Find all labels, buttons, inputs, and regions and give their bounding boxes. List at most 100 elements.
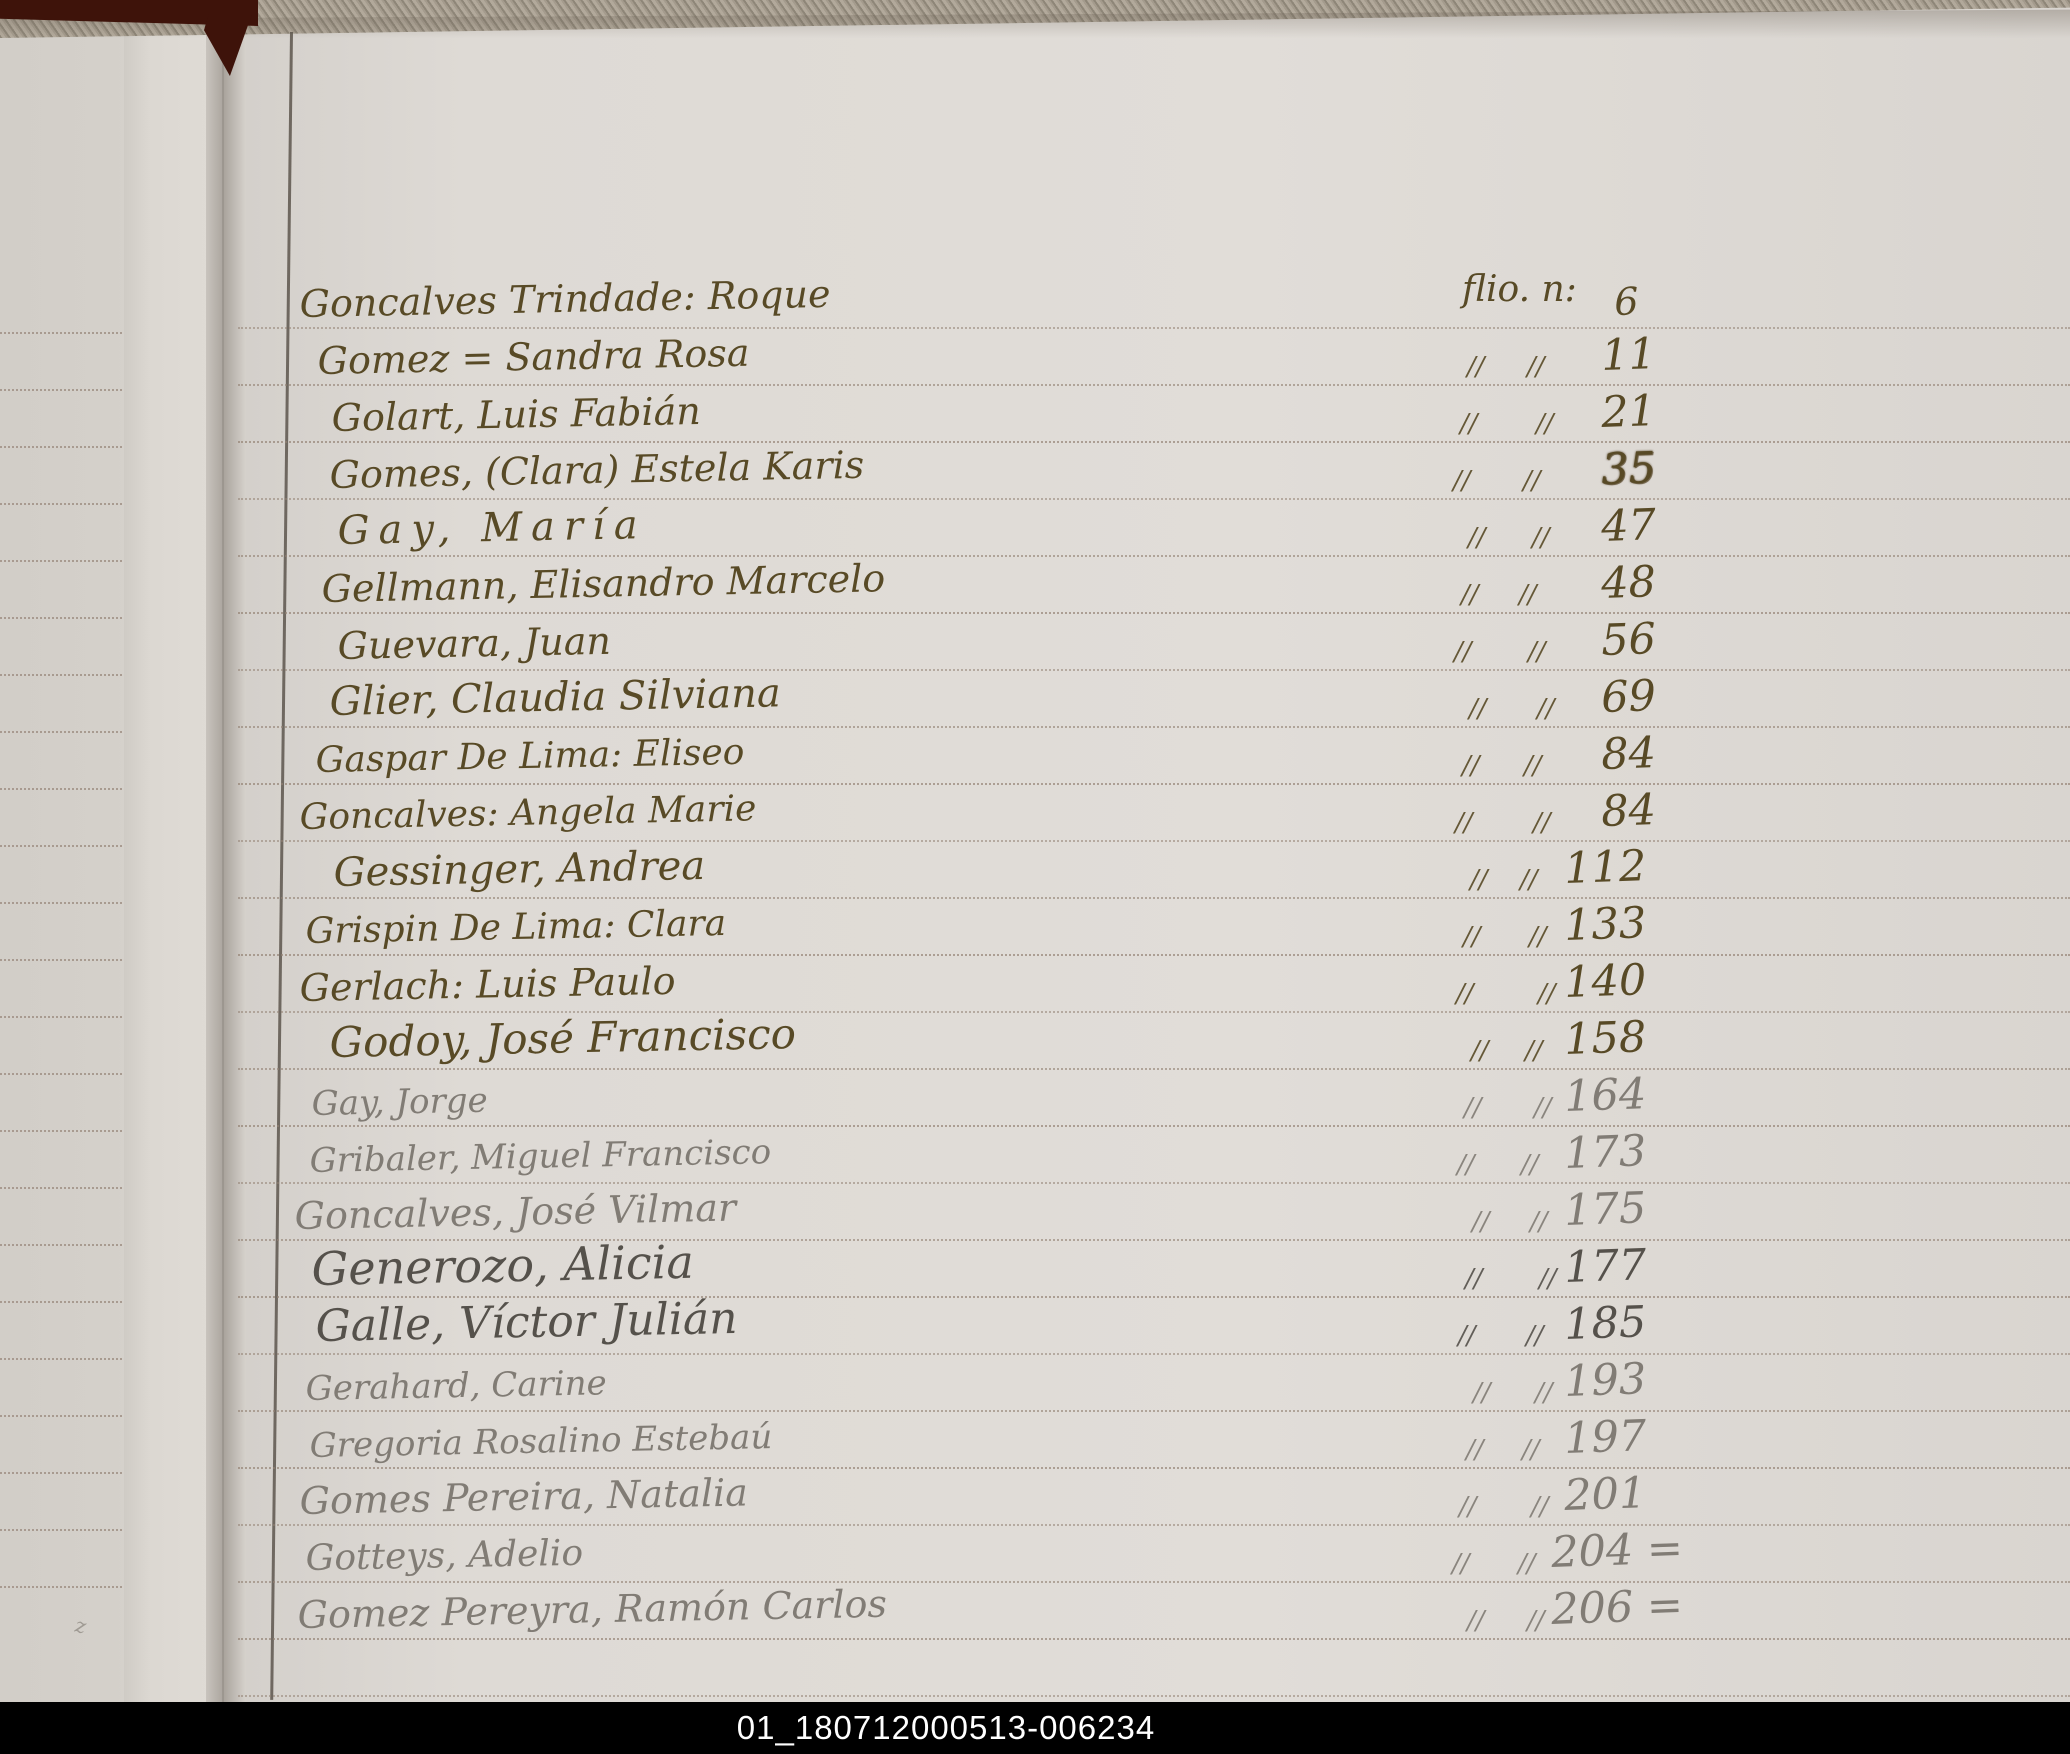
folio-number: 11 [1600, 329, 1657, 381]
folio-number: 84 [1600, 728, 1657, 780]
ditto-mark: // [1534, 1093, 1552, 1123]
ruled-line [238, 384, 2070, 386]
ditto-mark: // [1468, 523, 1486, 553]
ditto-mark: // [1538, 979, 1556, 1009]
ruled-line [238, 669, 2070, 671]
entry-name: Gribaler, Miguel Francisco [309, 1132, 772, 1181]
ruled-line [238, 1125, 2070, 1127]
ruled-line-left [0, 1358, 122, 1360]
ditto-mark: // [1533, 808, 1551, 838]
entry-name: Gomez Pereyra, Ramón Carlos [297, 1581, 888, 1637]
ruled-line-left [0, 845, 122, 847]
ditto-mark: // [1536, 409, 1554, 439]
ditto-mark: // [1469, 694, 1487, 724]
ruled-line [238, 1695, 2070, 1697]
entry-name: Goncalves Trindade: Roque [299, 271, 831, 326]
entry-name: Grispin De Lima: Clara [305, 902, 727, 952]
ditto-mark: // [1455, 808, 1473, 838]
ditto-mark: // [1527, 352, 1545, 382]
ruled-line [238, 1638, 2070, 1640]
ruled-line-left [0, 1301, 122, 1303]
entry-name: Guevara, Juan [337, 618, 612, 668]
folio-number: 133 [1563, 898, 1648, 951]
ditto-mark: // [1465, 1264, 1483, 1294]
folio-number: 185 [1563, 1297, 1648, 1350]
folio-number: 35 [1600, 443, 1657, 495]
ruled-line-left [0, 1472, 122, 1474]
ditto-mark: // [1461, 580, 1479, 610]
ditto-mark: // [1531, 1492, 1549, 1522]
ditto-mark: // [1459, 1492, 1477, 1522]
entry-name: Gessinger, Andrea [333, 842, 706, 896]
ditto-mark: // [1519, 580, 1537, 610]
ruled-line-left [0, 959, 122, 961]
ditto-mark: // [1470, 865, 1488, 895]
ruled-line [238, 327, 2070, 329]
ditto-mark: // [1528, 637, 1546, 667]
ditto-mark: // [1466, 1435, 1484, 1465]
folio-number: 206 = [1550, 1580, 1684, 1635]
ruled-line-left [0, 1586, 122, 1588]
ruled-line-left [0, 1415, 122, 1417]
ditto-mark: // [1524, 751, 1542, 781]
entry-name: Gerlach: Luis Paulo [299, 958, 676, 1010]
entry-name: Gellmann, Elisandro Marcelo [321, 556, 886, 611]
folio-number: 204 = [1550, 1523, 1684, 1578]
ditto-mark: // [1456, 979, 1474, 1009]
ditto-mark: // [1458, 1321, 1476, 1351]
ditto-mark: // [1454, 637, 1472, 667]
ditto-mark: // [1464, 1093, 1482, 1123]
ruled-line [238, 897, 2070, 899]
ditto-mark: // [1473, 1378, 1491, 1408]
entry-name: Gomes, (Clara) Estela Karis [329, 442, 865, 497]
ruled-line-left [0, 902, 122, 904]
ruled-line [238, 1524, 2070, 1526]
folio-number: 21 [1600, 386, 1657, 438]
ditto-mark: // [1452, 1549, 1470, 1579]
folio-number: 112 [1563, 841, 1648, 894]
ditto-mark: // [1453, 466, 1471, 496]
ditto-mark: // [1525, 1036, 1543, 1066]
ditto-mark: // [1530, 1207, 1548, 1237]
entry-name: Gomez = Sandra Rosa [317, 330, 750, 383]
ditto-mark: // [1471, 1036, 1489, 1066]
entry-name: Gay, María [337, 502, 648, 554]
ditto-mark: // [1522, 1435, 1540, 1465]
entry-name: Gomes Pereira, Natalia [299, 1470, 749, 1523]
index-page [246, 0, 2070, 1754]
ditto-mark: // [1520, 865, 1538, 895]
ditto-mark: // [1467, 352, 1485, 382]
folio-number: 47 [1600, 500, 1657, 552]
ruled-line-left [0, 1073, 122, 1075]
ruled-line [238, 1581, 2070, 1583]
ditto-mark: // [1472, 1207, 1490, 1237]
ditto-mark: // [1526, 1321, 1544, 1351]
ruled-line [238, 1182, 2070, 1184]
ruled-line [238, 1467, 2070, 1469]
ruled-line-left [0, 1187, 122, 1189]
ruled-line [238, 1296, 2070, 1298]
ditto-mark: // [1532, 523, 1550, 553]
folio-number: 6 [1613, 279, 1640, 324]
ruled-line [238, 954, 2070, 956]
ruled-line [238, 498, 2070, 500]
ditto-mark: // [1529, 922, 1547, 952]
ruled-line-left [0, 1016, 122, 1018]
ruled-line [238, 840, 2070, 842]
opposite-page-curl [124, 0, 212, 1754]
entry-name: Gay, Jorge [311, 1080, 489, 1124]
ruled-line-left [0, 332, 122, 334]
scan-reference-code: 01_180712000513-006234 [736, 1709, 1156, 1746]
ruled-line [238, 1353, 2070, 1355]
folio-number: 140 [1563, 955, 1648, 1008]
entry-name: Generozo, Alicia [311, 1234, 695, 1296]
folio-number: 201 [1563, 1468, 1648, 1521]
ditto-mark: // [1521, 1150, 1539, 1180]
folio-number: 177 [1563, 1240, 1648, 1293]
entry-name: Gotteys, Adelio [305, 1532, 584, 1579]
ruled-line [238, 726, 2070, 728]
ruled-line [238, 783, 2070, 785]
ruled-line [238, 1068, 2070, 1070]
ruled-line-left [0, 389, 122, 391]
ruled-line [238, 555, 2070, 557]
